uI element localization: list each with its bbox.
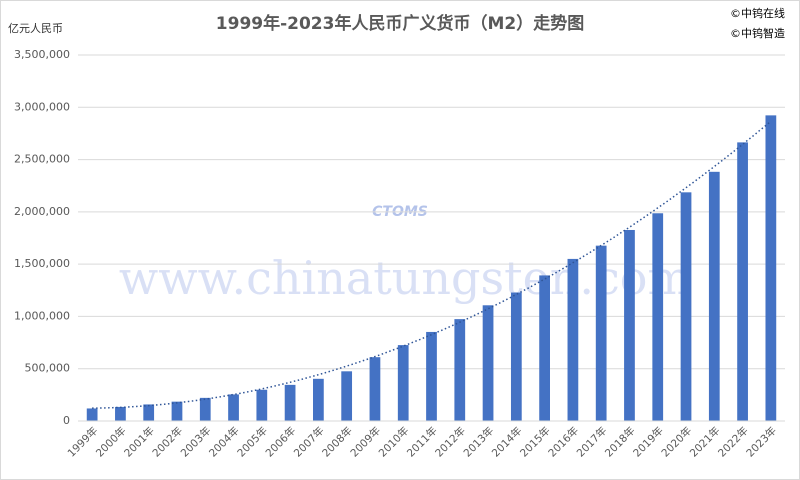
- bar: [454, 319, 466, 421]
- bar: [567, 258, 579, 421]
- bar: [765, 115, 777, 421]
- y-tick-label: 0: [63, 414, 70, 427]
- bar: [143, 404, 155, 421]
- y-tick-label: 1,000,000: [14, 309, 70, 322]
- watermark: www.chinatungsten.com: [119, 251, 691, 305]
- bar: [369, 357, 381, 421]
- credit: ©中钨在线: [730, 6, 785, 20]
- bar: [171, 401, 183, 421]
- y-tick-label: 2,000,000: [14, 205, 70, 218]
- bar: [595, 245, 607, 421]
- y-tick-label: 3,500,000: [14, 48, 70, 61]
- trendline: [92, 120, 772, 409]
- y-tick-label: 500,000: [25, 362, 71, 375]
- bar: [708, 171, 720, 421]
- y-tick-label: 1,500,000: [14, 257, 70, 270]
- bar: [624, 229, 635, 421]
- bar: [397, 345, 409, 421]
- bar: [680, 192, 692, 421]
- bar: [426, 331, 437, 421]
- bar: [115, 406, 126, 421]
- bar: [510, 292, 522, 421]
- bar: [313, 378, 324, 421]
- bar: [284, 384, 296, 421]
- bar: [86, 408, 98, 421]
- bar: [341, 371, 353, 421]
- bar: [539, 275, 550, 421]
- bar: [482, 305, 494, 421]
- bar: [652, 213, 664, 421]
- y-tick-label: 2,500,000: [14, 153, 70, 166]
- chart-title: 1999年-2023年人民币广义货币（M2）走势图: [216, 13, 584, 34]
- bar: [199, 397, 211, 421]
- bar: [228, 394, 239, 421]
- y-tick-label: 3,000,000: [14, 100, 70, 113]
- bar: [256, 389, 268, 421]
- credit: ©中钨智造: [730, 26, 785, 40]
- y-axis-label: 亿元人民币: [8, 22, 63, 35]
- bar: [737, 142, 748, 421]
